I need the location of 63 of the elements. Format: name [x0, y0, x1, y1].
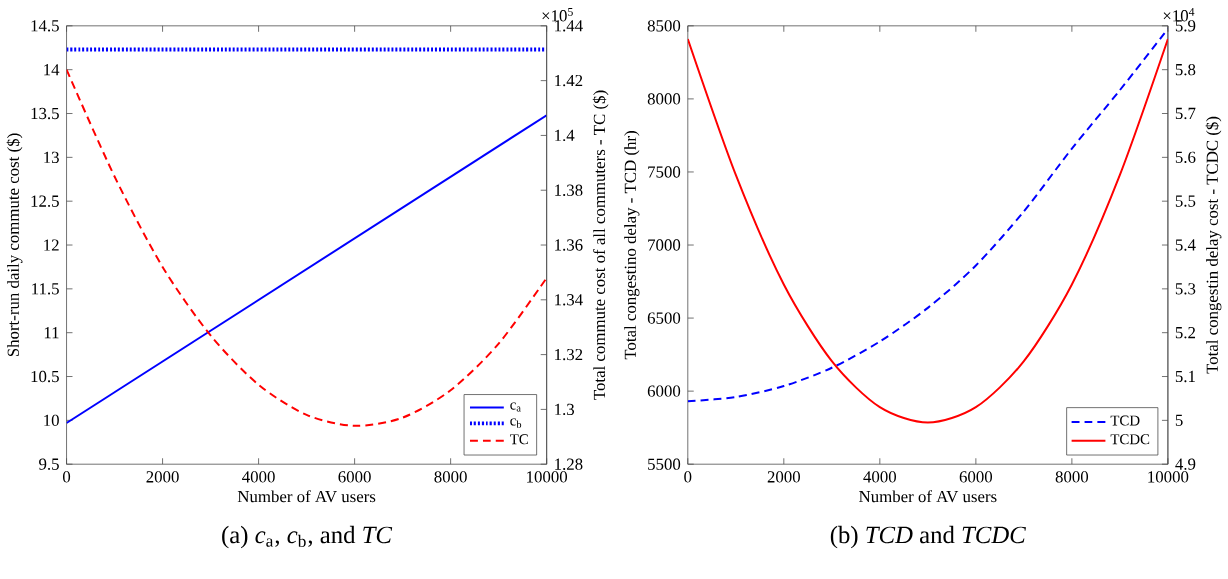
y-tick-label: 11.5	[32, 283, 59, 295]
x-axis-title: Number of AV users	[237, 490, 376, 503]
x-tick-label: 0	[63, 471, 71, 483]
y-tick-label: 11	[44, 327, 59, 339]
y-tick-label: 8000	[647, 93, 681, 105]
x-tick-label: 4000	[242, 471, 275, 483]
y2-tick-label: 5.5	[1175, 195, 1196, 208]
y-tick-label: 13.5	[31, 108, 59, 120]
y-tick-label: 12.5	[31, 195, 59, 208]
x-tick-label: 0	[684, 471, 692, 483]
x-tick-label: 10000	[527, 471, 568, 483]
y-tick-label: 6000	[647, 385, 681, 398]
y-axis-title: Short-run daily commute cost ($)	[6, 133, 23, 357]
y2-tick-label: 5.2	[1175, 327, 1196, 339]
legend-label: TCDC	[1110, 434, 1150, 445]
y2-tick-label: 5.8	[1175, 64, 1196, 76]
y2-axis-title: Total commute cost of all commuters - TC ($)	[592, 90, 609, 401]
y2-tick-label: 5.1	[1175, 371, 1195, 383]
x-tick-label: 6000	[338, 471, 371, 483]
y2-tick-label: 5.4	[1175, 239, 1196, 251]
y-tick-label: 10.5	[31, 371, 59, 383]
y-tick-label: 8500	[647, 20, 681, 32]
x-tick-label: 2000	[146, 471, 179, 483]
y2-tick-label: 5	[1175, 415, 1183, 427]
y2-tick-label: 1.28	[555, 458, 583, 471]
y-tick-label: 13	[44, 151, 59, 164]
text: (a) c$_{a}$, c$_{b}$, and TC	[222, 526, 393, 549]
y-tick-label: 5500	[648, 458, 681, 471]
x-tick-label: 4000	[863, 471, 897, 483]
y2-tick-label: 1.4	[555, 130, 575, 142]
y-tick-label: 6500	[647, 312, 681, 324]
y2-tick-label: 1.38	[555, 184, 583, 197]
text: (b) TCD and TCDC	[830, 526, 1026, 549]
y2-tick-label: 5.3	[1175, 283, 1196, 295]
x-tick-label: 2000	[767, 471, 800, 483]
x-axis-title: Number of AV users	[859, 490, 997, 503]
y-tick-label: 14.5	[31, 20, 59, 32]
y2-tick-label: 1.44	[555, 20, 583, 32]
y-tick-label: 9.5	[39, 458, 59, 471]
y2-tick-label: 1.32	[555, 349, 583, 361]
x-tick-label: 10000	[1148, 471, 1189, 483]
y2-tick-label: 1.36	[555, 239, 583, 251]
x-tick-label: 8000	[1055, 471, 1089, 483]
y-tick-label: 12	[44, 239, 59, 251]
x-tick-label: 6000	[959, 471, 993, 483]
legend-label: c$_{a}$	[510, 402, 521, 412]
y-tick-label: 7500	[648, 166, 681, 178]
x-tick-label: 8000	[434, 471, 467, 483]
y-tick-label: 7000	[648, 239, 681, 251]
y-tick-label: 10	[44, 414, 59, 427]
y2-tick-label: 1.42	[555, 75, 583, 87]
legend-label: c$_{b}$	[510, 418, 522, 429]
y-tick-label: 14	[44, 64, 60, 76]
y2-tick-label: 5.7	[1175, 108, 1196, 120]
y2-tick-label: 1.34	[555, 294, 583, 306]
y2-tick-label: 1.3	[555, 403, 575, 416]
y2-tick-label: 4.9	[1175, 458, 1196, 471]
legend-label: TCD	[1110, 415, 1140, 426]
y2-axis-title: Total congestin delay cost - TCDC ($)	[1205, 117, 1222, 374]
y2-tick-label: 5.9	[1175, 20, 1196, 32]
y2-tick-label: 5.6	[1175, 151, 1196, 164]
legend-label: TC	[510, 434, 528, 445]
y-axis-title: Total congestino delay - TCD (hr)	[624, 131, 640, 360]
